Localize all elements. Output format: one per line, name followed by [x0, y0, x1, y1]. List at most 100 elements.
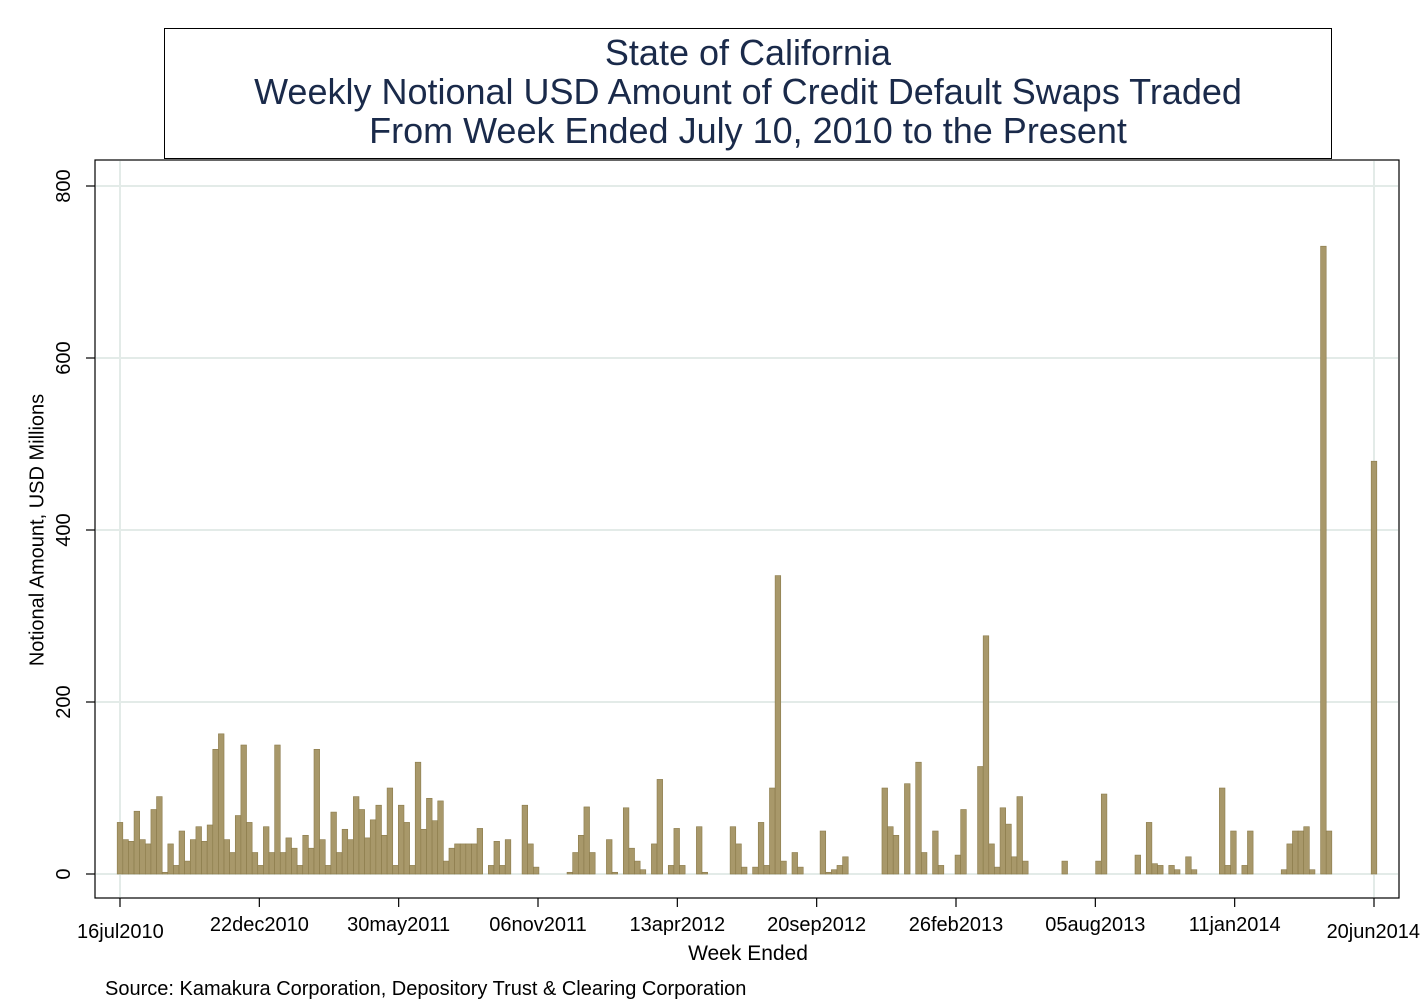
bar-68 [499, 865, 506, 875]
bar-128 [836, 865, 843, 875]
bar-0 [116, 822, 124, 875]
x-tick-label-7: 05aug2013 [1045, 914, 1145, 936]
bar-15 [201, 841, 208, 875]
x-tick-label-4: 13apr2012 [630, 914, 726, 936]
bar-96 [656, 779, 663, 875]
bar-26 [263, 826, 270, 875]
bar-110 [735, 843, 742, 875]
bar-49 [392, 865, 399, 875]
bar-103 [696, 826, 703, 875]
bar-142 [915, 761, 922, 875]
bar-209 [1292, 830, 1299, 875]
bar-45 [369, 819, 377, 875]
bar-181 [1134, 854, 1141, 875]
bar-62 [465, 843, 472, 875]
bar-146 [937, 865, 945, 875]
bar-121 [797, 866, 804, 875]
y-tick-label-4: 800 [53, 169, 75, 202]
bar-60 [454, 843, 461, 875]
bar-39 [336, 852, 343, 875]
bar-223 [1370, 460, 1378, 875]
bar-14 [195, 826, 202, 875]
bar-38 [330, 811, 337, 875]
bar-66 [488, 865, 495, 875]
bar-95 [651, 843, 658, 875]
bar-69 [504, 839, 512, 875]
bar-143 [921, 852, 928, 875]
bar-93 [639, 869, 647, 875]
bar-74 [533, 866, 540, 875]
bars [116, 245, 1378, 875]
bar-197 [1224, 865, 1231, 875]
bar-109 [729, 826, 737, 875]
chart-subtitle-2: From Week Ended July 10, 2010 to the Pre… [369, 110, 1127, 151]
bar-18 [218, 733, 225, 875]
bar-153 [977, 766, 984, 875]
bar-81 [572, 852, 579, 875]
bar-116 [769, 787, 776, 875]
bar-210 [1297, 830, 1305, 875]
x-tick-label-9: 20jun2014 [1327, 921, 1420, 943]
bar-156 [994, 866, 1001, 875]
bar-200 [1241, 865, 1248, 875]
bar-92 [634, 860, 641, 875]
bar-168 [1061, 860, 1068, 875]
bar-52 [409, 865, 416, 875]
bar-72 [521, 804, 528, 875]
bar-7 [156, 796, 163, 875]
chart-subtitle-1: Weekly Notional USD Amount of Credit Def… [254, 71, 1242, 112]
bar-175 [1100, 793, 1108, 875]
bar-59 [448, 847, 455, 875]
bar-35 [313, 748, 320, 875]
bar-46 [375, 804, 382, 875]
y-axis-label: Notional Amount, USD Millions [26, 393, 49, 667]
bar-155 [988, 843, 995, 875]
bar-50 [398, 804, 405, 875]
bar-32 [296, 865, 304, 875]
y-tick-label-3: 600 [53, 341, 75, 374]
bar-2 [128, 841, 135, 875]
bar-56 [431, 820, 439, 875]
chart-title-box: State of California Weekly Notional USD … [164, 28, 1332, 159]
bar-21 [234, 815, 242, 875]
bar-63 [471, 843, 478, 875]
bar-41 [347, 839, 354, 875]
bar-67 [493, 841, 500, 875]
bar-114 [757, 822, 765, 875]
x-tick-label-1: 22dec2010 [210, 914, 309, 936]
x-tick-label-8: 11jan2014 [1189, 914, 1281, 936]
bar-19 [223, 839, 230, 875]
bar-159 [1010, 856, 1018, 875]
x-tick-label-6: 26feb2013 [909, 914, 1004, 936]
bar-5 [145, 843, 152, 875]
bar-137 [887, 826, 894, 875]
bar-215 [1325, 830, 1333, 875]
bar-145 [932, 830, 939, 875]
bar-6 [150, 809, 157, 875]
x-tick-label-0: 16jul2010 [77, 921, 164, 943]
bar-111 [741, 866, 748, 875]
bar-61 [459, 843, 467, 875]
bar-149 [954, 854, 961, 875]
bar-214 [1320, 245, 1327, 875]
bar-185 [1157, 865, 1164, 875]
bar-208 [1286, 843, 1293, 875]
bar-115 [763, 865, 770, 875]
bar-22 [240, 744, 247, 875]
bar-196 [1219, 787, 1226, 875]
bar-198 [1230, 830, 1237, 875]
bar-16 [206, 824, 214, 875]
bar-174 [1095, 860, 1102, 875]
bar-29 [279, 852, 287, 875]
bar-53 [414, 761, 422, 875]
bar-73 [527, 843, 534, 875]
bar-48 [386, 787, 394, 875]
bar-150 [960, 809, 967, 875]
bar-88 [611, 871, 618, 875]
y-axis: 0 200 400 600 800 [53, 169, 95, 880]
x-tick-label-5: 20sep2012 [767, 914, 866, 936]
bar-91 [628, 847, 635, 875]
bar-47 [381, 834, 388, 875]
bar-117 [774, 575, 782, 875]
